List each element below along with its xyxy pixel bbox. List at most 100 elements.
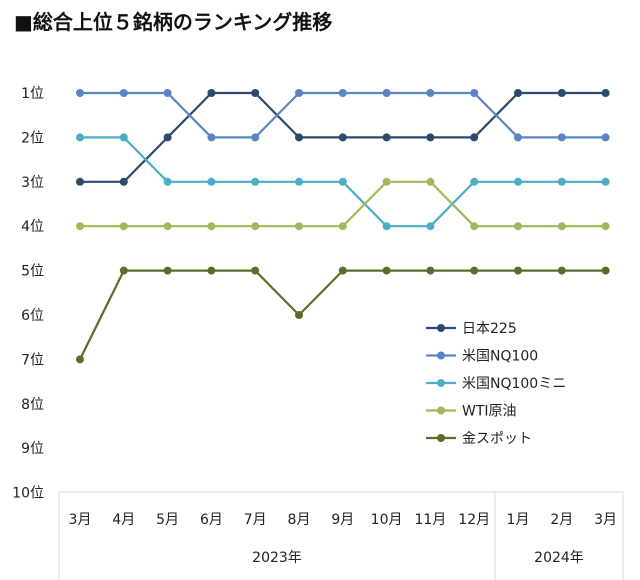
data-point (295, 89, 303, 97)
data-point (119, 89, 128, 97)
data-point (470, 222, 479, 231)
data-point (76, 89, 84, 97)
x-tick-label: 12月 (458, 512, 490, 528)
data-point (382, 222, 391, 231)
data-point (426, 266, 435, 275)
data-point (470, 89, 479, 97)
data-point (295, 177, 303, 186)
data-point (295, 311, 303, 319)
data-point (514, 266, 522, 275)
data-point (163, 89, 172, 97)
series-line (80, 180, 606, 228)
x-tick-label: 11月 (414, 512, 446, 528)
data-point (557, 222, 566, 231)
data-point (251, 133, 260, 142)
x-tick-label: 10月 (371, 512, 403, 528)
data-point (207, 222, 216, 231)
data-point (163, 177, 172, 186)
legend-label: 米国NQ100ミニ (462, 376, 566, 392)
data-point (295, 133, 303, 142)
data-point (338, 266, 347, 275)
data-point (338, 89, 347, 97)
year-label: 2024年 (534, 550, 584, 566)
data-point (163, 266, 172, 275)
year-label: 2023年 (252, 550, 302, 566)
x-axis-frame (58, 491, 624, 580)
y-tick-label: 3位 (21, 175, 44, 191)
data-point (557, 133, 566, 142)
data-point (207, 133, 216, 142)
legend-label: WTI原油 (462, 404, 517, 420)
data-point (426, 177, 435, 186)
data-point (426, 89, 435, 97)
data-point (470, 177, 479, 186)
y-tick-label: 1位 (21, 86, 44, 102)
data-point (514, 89, 522, 97)
data-point (251, 177, 260, 186)
x-tick-label: 8月 (288, 512, 311, 528)
x-tick-label: 1月 (507, 512, 530, 528)
legend-label: 米国NQ100 (462, 349, 538, 365)
data-point (601, 89, 610, 97)
data-point (207, 89, 216, 97)
data-point (426, 222, 435, 231)
data-point (76, 222, 84, 231)
y-tick-label: 4位 (21, 219, 44, 235)
data-point (163, 222, 172, 231)
x-tick-label: 9月 (331, 512, 354, 528)
series-points (76, 89, 610, 364)
data-point (382, 89, 391, 97)
y-tick-label: 2位 (21, 130, 44, 146)
y-tick-label: 10位 (12, 486, 44, 502)
y-tick-label: 5位 (21, 264, 44, 280)
data-point (338, 177, 347, 186)
legend-label: 日本225 (462, 321, 517, 337)
data-point (76, 133, 84, 142)
legend-swatch-marker (437, 324, 445, 332)
y-tick-label: 9位 (21, 441, 44, 457)
y-tick-label: 6位 (21, 308, 44, 324)
data-point (76, 177, 84, 186)
data-point (382, 133, 391, 142)
data-point (119, 266, 128, 275)
data-point (601, 133, 610, 142)
y-tick-label: 8位 (21, 397, 44, 413)
data-point (295, 222, 303, 231)
data-point (470, 133, 479, 142)
data-point (76, 355, 84, 364)
data-point (163, 133, 172, 142)
x-tick-label: 7月 (244, 512, 267, 528)
data-point (601, 222, 610, 231)
data-point (557, 266, 566, 275)
x-tick-label: 5月 (156, 512, 179, 528)
x-tick-label: 2月 (550, 512, 573, 528)
x-tick-label: 3月 (69, 512, 92, 528)
x-tick-label: 4月 (112, 512, 135, 528)
legend-swatch-marker (437, 406, 445, 415)
data-point (251, 89, 260, 97)
data-point (601, 177, 610, 186)
data-point (557, 177, 566, 186)
x-axis-ticks: 3月 4月 5月 6月 7月 8月 9月 10月 11月 12月 1月 2月 3月 (69, 512, 618, 528)
data-point (207, 266, 216, 275)
data-point (338, 133, 347, 142)
legend-swatch-marker (437, 351, 445, 360)
data-point (251, 222, 260, 231)
data-point (251, 266, 260, 275)
data-point (514, 177, 522, 186)
data-point (426, 133, 435, 142)
data-point (557, 89, 566, 97)
legend-swatch-marker (437, 379, 445, 387)
data-point (470, 266, 479, 275)
data-point (119, 177, 128, 186)
chart-title: ■総合上位５銘柄のランキング推移 (14, 10, 333, 34)
data-point (119, 222, 128, 231)
x-tick-label: 3月 (594, 512, 617, 528)
data-point (514, 222, 522, 231)
data-point (119, 133, 128, 142)
legend-swatch-marker (437, 434, 445, 442)
year-axis-labels: 2023年 2024年 (252, 550, 584, 566)
series-line (80, 91, 606, 139)
